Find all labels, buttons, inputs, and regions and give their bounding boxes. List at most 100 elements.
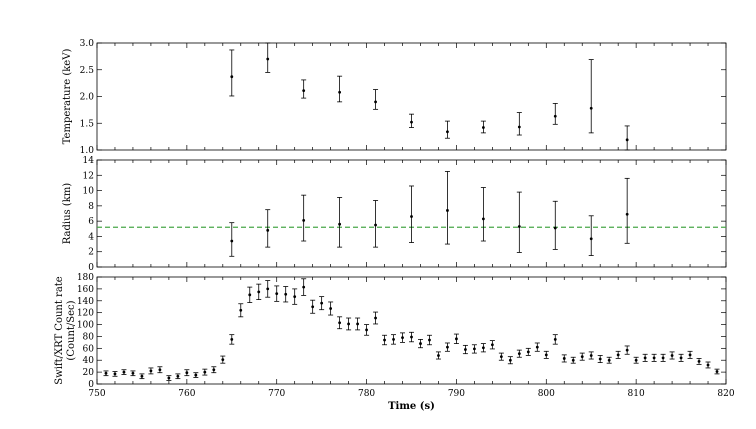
temperature-y-ticks: 1.0 1.5 2.0 2.5 3.0 [80, 39, 726, 156]
count-rate-data-point [328, 301, 334, 316]
count-rate-data-point [247, 286, 253, 303]
count-rate-data-point [570, 356, 576, 364]
count-rate-data-point [229, 334, 235, 345]
temperature-data-point [588, 59, 594, 134]
count-rate-data-point [283, 286, 289, 303]
temperature-data-point [624, 125, 630, 151]
count-rate-data-point [157, 366, 163, 374]
radius-y-ticks: 0 2 4 6 8 10 12 14 [83, 156, 726, 273]
temperature-data-point [337, 75, 343, 103]
radius-y-tick-label: 6 [88, 217, 94, 227]
temperature-y-tick-label: 3.0 [80, 39, 95, 49]
temperature-y-tick-label: 1.0 [80, 146, 95, 156]
radius-data-point [624, 177, 630, 244]
radius-panel: 0 2 4 6 8 10 12 14 Radius (km) [62, 156, 727, 273]
count-rate-data-point [516, 349, 522, 358]
count-rate-data-point [444, 342, 450, 352]
count-rate-data-point [103, 370, 109, 377]
count-rate-y-tick-label: 100 [77, 321, 94, 331]
temperature-panel-frame [96, 42, 727, 151]
count-rate-data-point [471, 344, 477, 354]
count-rate-points [103, 278, 720, 381]
count-rate-data-point [409, 331, 414, 343]
radius-y-tick-label: 2 [88, 248, 94, 258]
count-rate-data-point [480, 343, 486, 353]
count-rate-data-point [498, 352, 504, 361]
temperature-y-tick-label: 2.5 [80, 66, 95, 76]
temperature-y-tick-label: 1.5 [80, 119, 95, 129]
count-rate-data-point [633, 356, 639, 364]
count-rate-data-point [391, 334, 397, 345]
count-rate-data-point [435, 351, 441, 360]
temperature-data-point [480, 120, 486, 134]
radius-data-point [301, 194, 307, 242]
count-rate-data-point [139, 373, 145, 380]
radius-data-point [373, 200, 379, 248]
radius-data-point [337, 197, 343, 248]
count-rate-y-axis-title-line1: Swift/XRT Count rate [54, 276, 65, 385]
radius-y-tick-label: 8 [88, 202, 94, 212]
count-rate-data-point [364, 324, 370, 336]
count-rate-data-point [301, 278, 307, 296]
count-rate-data-point [400, 332, 406, 343]
count-rate-data-point [543, 350, 549, 359]
temperature-data-point [409, 113, 414, 128]
count-rate-data-point [624, 345, 630, 355]
count-rate-data-point [112, 371, 118, 377]
radius-points [229, 171, 630, 257]
temperature-data-point [373, 89, 379, 110]
count-rate-data-point [606, 356, 612, 364]
radius-panel-frame [96, 159, 727, 268]
temperature-points [229, 42, 630, 151]
radius-y-axis-title: Radius (km) [62, 183, 73, 245]
count-rate-data-point [382, 334, 388, 346]
temperature-x-ticks [96, 43, 727, 150]
count-rate-data-point [453, 333, 459, 344]
count-rate-data-point [489, 340, 495, 350]
count-rate-data-point [561, 354, 567, 363]
count-rate-data-point [121, 369, 127, 375]
count-rate-y-tick-label: 160 [77, 285, 94, 295]
count-rate-data-point [462, 344, 468, 355]
count-rate-data-point [426, 334, 432, 346]
count-rate-x-ticks: 750 760 770 780 790 800 810 820 [88, 277, 735, 399]
count-rate-y-tick-label: 40 [83, 356, 95, 366]
count-rate-data-point [525, 347, 531, 356]
count-rate-data-point [651, 353, 657, 362]
radius-x-ticks [96, 160, 727, 267]
radius-data-point [229, 222, 235, 257]
x-tick-label: 780 [358, 389, 375, 399]
count-rate-data-point [292, 288, 298, 305]
count-rate-data-point [220, 355, 226, 364]
count-rate-data-point [669, 351, 675, 360]
x-tick-label: 770 [268, 389, 285, 399]
count-rate-data-point [373, 311, 379, 325]
count-rate-data-point [184, 369, 190, 377]
count-rate-data-point [642, 353, 648, 362]
radius-data-point [480, 187, 486, 242]
x-tick-label: 760 [178, 389, 195, 399]
temperature-data-point [301, 79, 307, 99]
count-rate-data-point [507, 356, 513, 365]
count-rate-data-point [319, 296, 325, 311]
count-rate-data-point [346, 317, 352, 331]
count-rate-y-tick-label: 140 [77, 297, 94, 307]
temperature-data-point [444, 120, 450, 139]
count-rate-data-point [148, 367, 154, 375]
count-rate-y-tick-label: 120 [77, 309, 94, 319]
count-rate-data-point [274, 285, 280, 302]
x-tick-label: 750 [88, 389, 105, 399]
count-rate-data-point [130, 370, 136, 377]
radius-data-point [552, 200, 558, 250]
count-rate-y-tick-label: 60 [83, 344, 95, 354]
radius-data-point [588, 215, 594, 256]
radius-data-point [409, 185, 414, 243]
count-rate-data-point [579, 352, 585, 361]
count-rate-data-point [310, 299, 316, 314]
radius-y-tick-label: 14 [83, 156, 95, 166]
count-rate-y-tick-label: 0 [88, 380, 94, 390]
radius-y-tick-label: 4 [88, 232, 94, 242]
count-rate-data-point [193, 372, 199, 378]
